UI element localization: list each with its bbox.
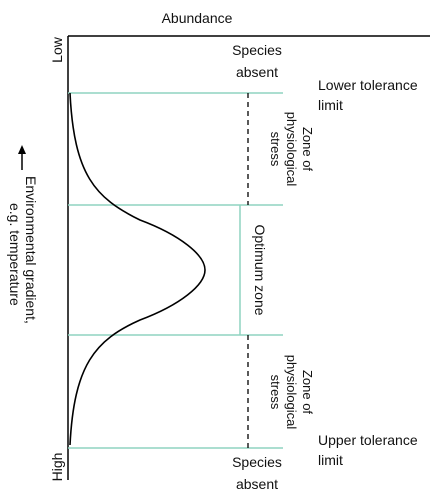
y-axis-label-line1: Environmental gradient, <box>23 176 39 324</box>
lower-stress-line2: physiological <box>284 355 299 430</box>
bottom-absent-line2: absent <box>236 476 278 492</box>
diagram-title: Abundance <box>162 10 233 26</box>
upper-stress-line2: physiological <box>284 112 299 187</box>
gradient-arrow-head <box>18 145 26 154</box>
y-axis-title: Environmental gradient, e.g. temperature <box>7 145 39 324</box>
upper-stress-line1: Zone of <box>300 127 315 171</box>
lower-stress-line1: Zone of <box>300 370 315 414</box>
axis-high-label: High <box>49 453 65 482</box>
lower-tolerance-line2: limit <box>318 97 343 113</box>
upper-stress-label: Zone of physiological stress <box>268 112 315 187</box>
upper-tolerance-line2: limit <box>318 452 343 468</box>
top-absent-line1: Species <box>232 42 282 58</box>
upper-tolerance-line1: Upper tolerance <box>318 432 418 448</box>
abundance-curve <box>69 92 206 446</box>
lower-tolerance-line1: Lower tolerance <box>318 77 418 93</box>
axis-low-label: Low <box>49 36 65 63</box>
upper-stress-line3: stress <box>268 132 283 167</box>
lower-stress-label: Zone of physiological stress <box>268 355 315 430</box>
top-absent-line2: absent <box>236 64 278 80</box>
bottom-absent-line1: Species <box>232 454 282 470</box>
lower-stress-line3: stress <box>268 375 283 410</box>
y-axis-label-line2: e.g. temperature <box>7 203 23 306</box>
optimum-zone-label: Optimum zone <box>252 224 268 315</box>
